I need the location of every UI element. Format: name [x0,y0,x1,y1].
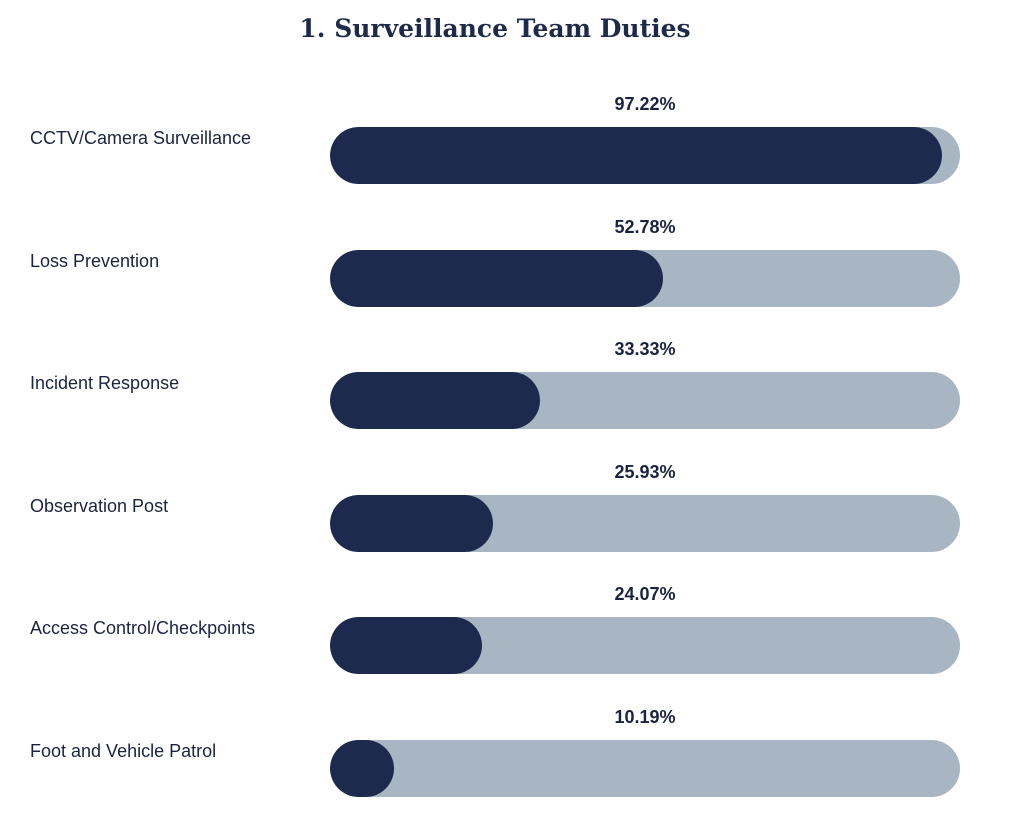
value-label: 52.78% [614,216,676,237]
category-label: Observation Post [30,495,169,516]
category-label: Foot and Vehicle Patrol [30,741,217,761]
bar-track [330,249,960,307]
category-label: Access Control/Checkpoints [30,618,256,639]
bar-track [330,740,960,797]
bar-fill [330,249,663,307]
bar-track [330,617,960,675]
bar-row: Observation Post 25.93% [0,460,1009,570]
bar-track [330,127,960,184]
chart-title: 1. Surveillance Team Duties [299,14,691,43]
value-label: 25.93% [614,461,676,482]
value-label: 24.07% [614,584,676,605]
bar-fill [330,372,540,430]
category-label: Loss Prevention [30,250,160,271]
bar-fill [330,127,943,184]
bar-fill [330,740,395,797]
bar-row: Access Control/Checkpoints 24.07% [0,582,1009,692]
bar-row: CCTV/Camera Surveillance 97.22% [0,92,1009,202]
bar-fill [330,494,494,552]
bar-row: Foot and Vehicle Patrol 10.19% [0,705,1009,815]
bar-row: Incident Response 33.33% [0,337,1009,447]
category-label: CCTV/Camera Surveillance [30,128,252,148]
value-label: 33.33% [614,339,676,360]
bar-track [330,494,960,552]
bar-fill [330,617,482,675]
category-label: Incident Response [30,373,180,394]
value-label: 97.22% [614,94,676,114]
bar-track [330,372,960,430]
value-label: 10.19% [614,707,676,727]
bar-row: Loss Prevention 52.78% [0,215,1009,325]
